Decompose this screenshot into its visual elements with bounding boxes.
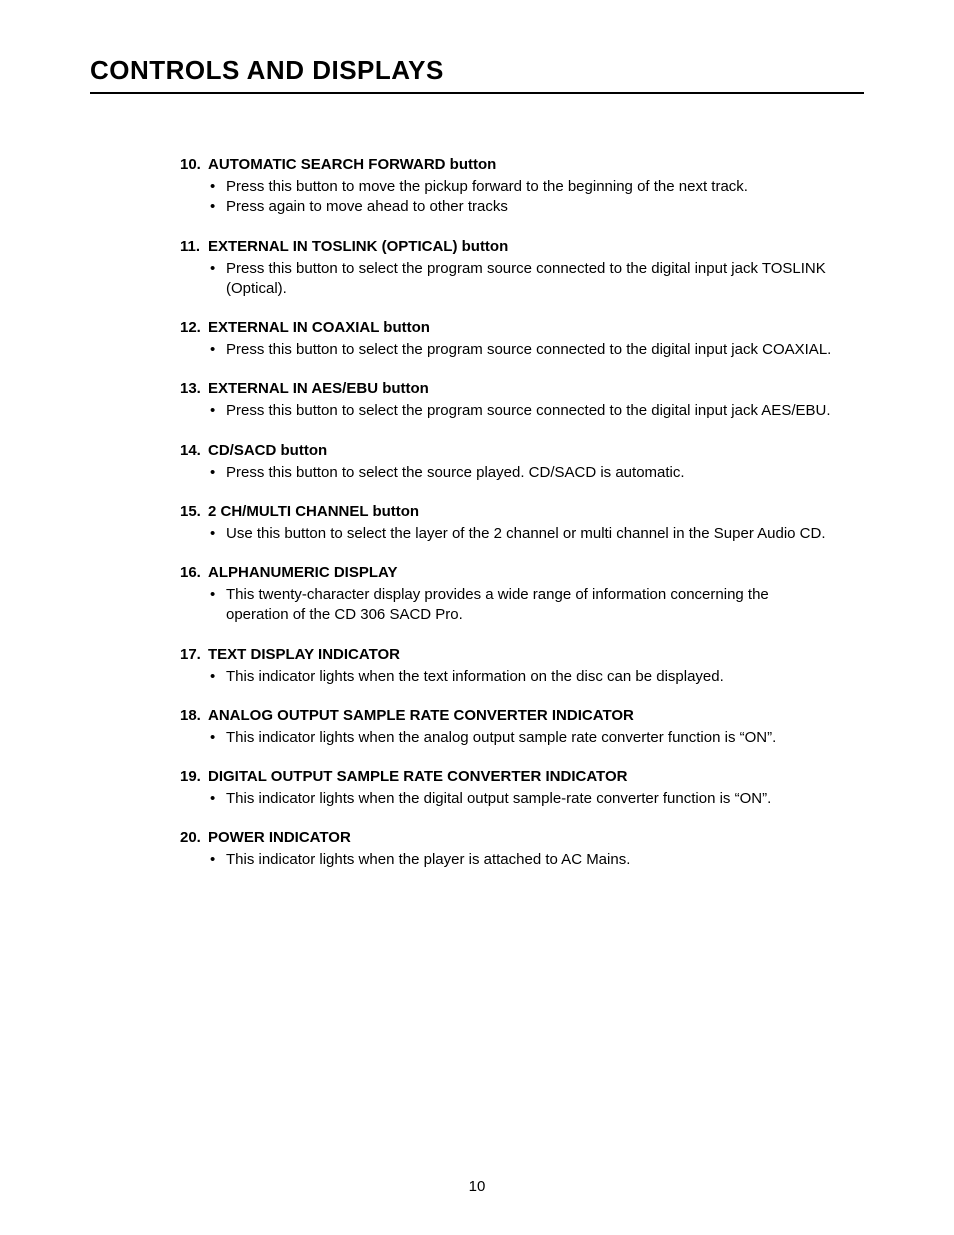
bullet-text: This indicator lights when the player is…	[210, 850, 834, 870]
item-heading: 10. AUTOMATIC SEARCH FORWARD button	[180, 154, 834, 175]
bullet-text: This twenty-character display provides a…	[210, 585, 834, 626]
item-heading: 18. ANALOG OUTPUT SAMPLE RATE CONVERTER …	[180, 705, 834, 726]
item-number: 18.	[180, 705, 208, 726]
item-number: 16.	[180, 562, 208, 583]
item-number: 20.	[180, 827, 208, 848]
item-title: 2 CH/MULTI CHANNEL button	[208, 501, 419, 522]
bullet-text: Press this button to move the pickup for…	[210, 177, 834, 197]
document-page: CONTROLS AND DISPLAYS 10. AUTOMATIC SEAR…	[0, 0, 954, 1235]
bullet-list: Press this button to select the program …	[180, 401, 834, 421]
item-heading: 15. 2 CH/MULTI CHANNEL button	[180, 501, 834, 522]
item-number: 19.	[180, 766, 208, 787]
item-number: 13.	[180, 378, 208, 399]
list-item: 17. TEXT DISPLAY INDICATOR This indicato…	[180, 644, 834, 687]
item-title: EXTERNAL IN TOSLINK (OPTICAL) button	[208, 236, 508, 257]
list-item: 12. EXTERNAL IN COAXIAL button Press thi…	[180, 317, 834, 360]
content-body: 10. AUTOMATIC SEARCH FORWARD button Pres…	[90, 154, 864, 871]
item-heading: 19. DIGITAL OUTPUT SAMPLE RATE CONVERTER…	[180, 766, 834, 787]
bullet-list: This indicator lights when the player is…	[180, 850, 834, 870]
item-title: TEXT DISPLAY INDICATOR	[208, 644, 400, 665]
bullet-list: This indicator lights when the text info…	[180, 667, 834, 687]
list-item: 20. POWER INDICATOR This indicator light…	[180, 827, 834, 870]
item-number: 15.	[180, 501, 208, 522]
list-item: 10. AUTOMATIC SEARCH FORWARD button Pres…	[180, 154, 834, 218]
bullet-text: Press this button to select the program …	[210, 340, 834, 360]
bullet-list: Use this button to select the layer of t…	[180, 524, 834, 544]
item-heading: 20. POWER INDICATOR	[180, 827, 834, 848]
item-number: 17.	[180, 644, 208, 665]
item-title: AUTOMATIC SEARCH FORWARD button	[208, 154, 496, 175]
item-heading: 16. ALPHANUMERIC DISPLAY	[180, 562, 834, 583]
item-number: 14.	[180, 440, 208, 461]
item-heading: 11. EXTERNAL IN TOSLINK (OPTICAL) button	[180, 236, 834, 257]
bullet-list: Press this button to select the program …	[180, 259, 834, 300]
item-heading: 12. EXTERNAL IN COAXIAL button	[180, 317, 834, 338]
bullet-text: Use this button to select the layer of t…	[210, 524, 834, 544]
item-heading: 17. TEXT DISPLAY INDICATOR	[180, 644, 834, 665]
bullet-text: Press this button to select the program …	[210, 259, 834, 300]
list-item: 18. ANALOG OUTPUT SAMPLE RATE CONVERTER …	[180, 705, 834, 748]
item-title: EXTERNAL IN COAXIAL button	[208, 317, 430, 338]
page-number: 10	[0, 1178, 954, 1195]
bullet-list: Press this button to move the pickup for…	[180, 177, 834, 218]
bullet-list: Press this button to select the source p…	[180, 463, 834, 483]
list-item: 15. 2 CH/MULTI CHANNEL button Use this b…	[180, 501, 834, 544]
item-title: EXTERNAL IN AES/EBU button	[208, 378, 429, 399]
bullet-list: This twenty-character display provides a…	[180, 585, 834, 626]
page-title: CONTROLS AND DISPLAYS	[90, 55, 864, 94]
bullet-list: This indicator lights when the digital o…	[180, 789, 834, 809]
list-item: 19. DIGITAL OUTPUT SAMPLE RATE CONVERTER…	[180, 766, 834, 809]
list-item: 11. EXTERNAL IN TOSLINK (OPTICAL) button…	[180, 236, 834, 300]
item-number: 11.	[180, 236, 208, 257]
item-title: DIGITAL OUTPUT SAMPLE RATE CONVERTER IND…	[208, 766, 627, 787]
bullet-text: Press this button to select the program …	[210, 401, 834, 421]
item-title: ANALOG OUTPUT SAMPLE RATE CONVERTER INDI…	[208, 705, 634, 726]
list-item: 13. EXTERNAL IN AES/EBU button Press thi…	[180, 378, 834, 421]
item-heading: 13. EXTERNAL IN AES/EBU button	[180, 378, 834, 399]
bullet-text: This indicator lights when the text info…	[210, 667, 834, 687]
bullet-list: Press this button to select the program …	[180, 340, 834, 360]
bullet-text: This indicator lights when the digital o…	[210, 789, 834, 809]
item-title: ALPHANUMERIC DISPLAY	[208, 562, 397, 583]
list-item: 14. CD/SACD button Press this button to …	[180, 440, 834, 483]
bullet-text: Press again to move ahead to other track…	[210, 197, 834, 217]
item-title: POWER INDICATOR	[208, 827, 351, 848]
bullet-text: Press this button to select the source p…	[210, 463, 834, 483]
bullet-list: This indicator lights when the analog ou…	[180, 728, 834, 748]
item-heading: 14. CD/SACD button	[180, 440, 834, 461]
item-title: CD/SACD button	[208, 440, 327, 461]
bullet-text: This indicator lights when the analog ou…	[210, 728, 834, 748]
list-item: 16. ALPHANUMERIC DISPLAY This twenty-cha…	[180, 562, 834, 626]
item-number: 12.	[180, 317, 208, 338]
item-number: 10.	[180, 154, 208, 175]
